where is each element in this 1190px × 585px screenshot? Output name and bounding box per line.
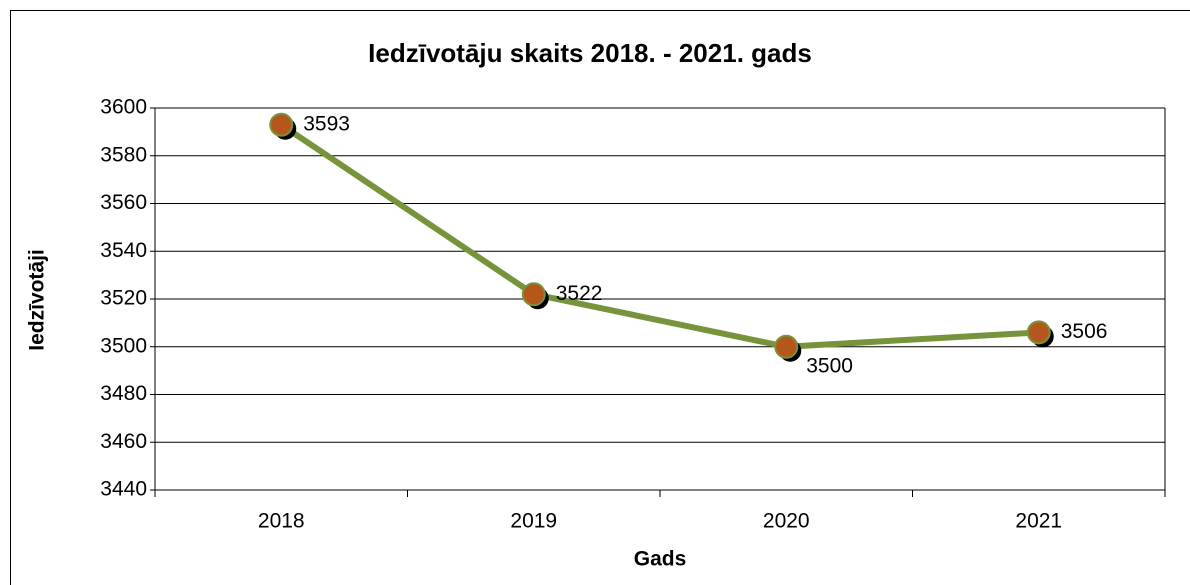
- marker: [774, 334, 799, 359]
- marker: [521, 282, 546, 307]
- data-label: 3522: [556, 282, 603, 305]
- y-tick-label: 3480: [100, 382, 147, 405]
- y-tick-label: 3500: [100, 334, 147, 357]
- y-tick-label: 3440: [100, 478, 147, 501]
- x-tick-label: 2021: [1015, 510, 1062, 533]
- y-tick-label: 3540: [100, 239, 147, 262]
- x-tick-label: 2020: [763, 510, 810, 533]
- data-label: 3500: [806, 354, 853, 377]
- y-tick-label: 3460: [100, 430, 147, 453]
- chart-title: Iedzīvotāju skaits 2018. - 2021. gads: [368, 38, 812, 68]
- x-axis-label: Gads: [634, 548, 687, 571]
- y-tick-label: 3600: [100, 96, 147, 119]
- y-tick-label: 3560: [100, 191, 147, 214]
- chart-border: [10, 10, 1190, 585]
- y-tick-label: 3520: [100, 287, 147, 310]
- y-tick-label: 3580: [100, 143, 147, 166]
- y-axis-label: Iedzīvotāji: [26, 249, 49, 351]
- x-tick-label: 2019: [510, 510, 557, 533]
- marker: [269, 112, 294, 137]
- data-label: 3506: [1061, 320, 1108, 343]
- x-tick-label: 2018: [258, 510, 305, 533]
- marker: [1026, 320, 1051, 345]
- data-label: 3593: [303, 112, 350, 135]
- series-line: [279, 122, 1039, 350]
